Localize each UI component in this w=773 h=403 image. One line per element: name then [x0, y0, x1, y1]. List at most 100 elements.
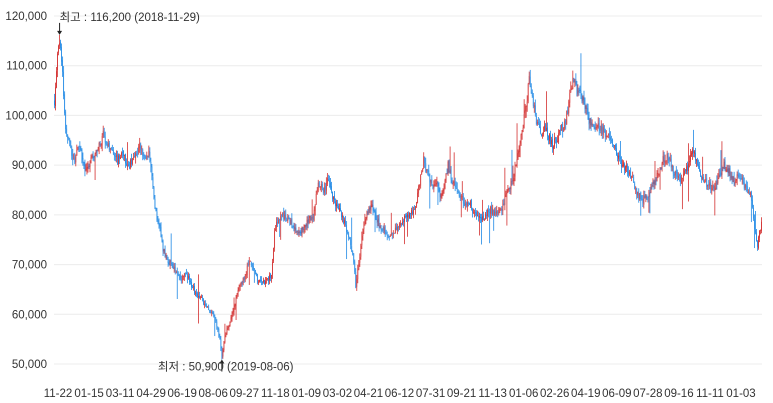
- candle: [315, 190, 317, 205]
- candle-body: [655, 180, 657, 182]
- candle: [254, 269, 256, 275]
- candle: [255, 272, 257, 277]
- candle: [352, 250, 354, 256]
- candle-body: [678, 174, 680, 176]
- candle-body: [524, 110, 526, 114]
- candle: [357, 264, 359, 284]
- candle: [631, 175, 633, 182]
- candle: [528, 71, 530, 85]
- candle-body: [406, 215, 407, 218]
- candle: [206, 303, 208, 308]
- candle-body: [158, 222, 160, 226]
- candle-body: [117, 154, 118, 164]
- candle: [604, 128, 606, 142]
- candle-body: [476, 212, 477, 216]
- candle-body: [246, 265, 248, 275]
- candle-body: [627, 165, 628, 173]
- candle-body: [207, 306, 209, 308]
- candle-body: [148, 150, 150, 156]
- candle-body: [304, 225, 306, 228]
- candle: [752, 204, 754, 221]
- candle: [530, 83, 532, 94]
- candle-body: [580, 90, 582, 96]
- candle-body: [757, 240, 758, 247]
- candle-body: [293, 226, 295, 230]
- candle: [698, 159, 700, 169]
- candle: [637, 191, 639, 199]
- candle-body: [118, 155, 119, 165]
- candle: [413, 206, 414, 219]
- candle: [481, 213, 482, 245]
- candle-body: [683, 173, 684, 178]
- candle: [567, 106, 569, 115]
- candle: [342, 212, 343, 223]
- candle: [189, 273, 190, 285]
- candle-body: [368, 207, 370, 213]
- candle: [135, 151, 137, 164]
- candle: [732, 175, 734, 183]
- candle-body: [352, 251, 354, 255]
- candle-body: [740, 178, 742, 180]
- candle: [656, 170, 658, 182]
- candle: [215, 317, 217, 323]
- candle-body: [255, 273, 257, 276]
- candle-body: [758, 237, 759, 249]
- candle: [261, 276, 262, 286]
- candle-body: [379, 225, 381, 228]
- candle: [411, 207, 412, 219]
- candle-body: [288, 216, 290, 220]
- candle: [64, 91, 66, 116]
- candle-body: [381, 229, 383, 231]
- candle-body: [459, 194, 461, 198]
- candle-body: [382, 229, 384, 231]
- candle-body: [653, 181, 655, 185]
- candle-body: [606, 135, 608, 137]
- candle: [404, 214, 405, 245]
- candle: [337, 199, 338, 209]
- candle: [675, 166, 677, 179]
- candle-body: [495, 211, 497, 214]
- candle-body: [492, 208, 494, 215]
- candle: [601, 123, 603, 139]
- candle-body: [254, 270, 256, 275]
- candle: [508, 187, 510, 192]
- candle-body: [166, 255, 168, 260]
- candle: [378, 214, 380, 232]
- candle: [455, 181, 457, 189]
- candle: [490, 205, 492, 219]
- candle: [591, 119, 593, 127]
- candle-body: [264, 280, 265, 285]
- candle-body: [643, 195, 645, 205]
- candle-body: [693, 150, 694, 153]
- candle: [93, 155, 95, 162]
- candle: [415, 206, 417, 215]
- candle-body: [290, 219, 292, 225]
- candle: [81, 148, 83, 164]
- candle: [249, 260, 251, 262]
- candle: [713, 184, 715, 192]
- candle: [133, 152, 135, 161]
- candle-body: [508, 188, 510, 190]
- candle: [59, 34, 60, 50]
- candle: [410, 212, 411, 219]
- candle: [89, 160, 91, 173]
- candle-body: [222, 349, 224, 359]
- candle: [266, 277, 267, 284]
- candle: [164, 245, 166, 258]
- candle: [744, 183, 746, 191]
- candle-body: [588, 117, 590, 125]
- candle: [84, 159, 86, 177]
- candle: [182, 275, 184, 281]
- candle-body: [453, 181, 455, 184]
- candle-body: [63, 71, 65, 96]
- candle-body: [265, 280, 266, 285]
- candle-body: [128, 164, 129, 167]
- candle-body: [253, 268, 255, 271]
- candle: [681, 177, 683, 210]
- candle: [269, 272, 270, 285]
- candle: [685, 169, 686, 174]
- candle: [532, 93, 534, 109]
- candle: [92, 151, 94, 161]
- candle-body: [528, 75, 530, 84]
- candle: [746, 181, 748, 194]
